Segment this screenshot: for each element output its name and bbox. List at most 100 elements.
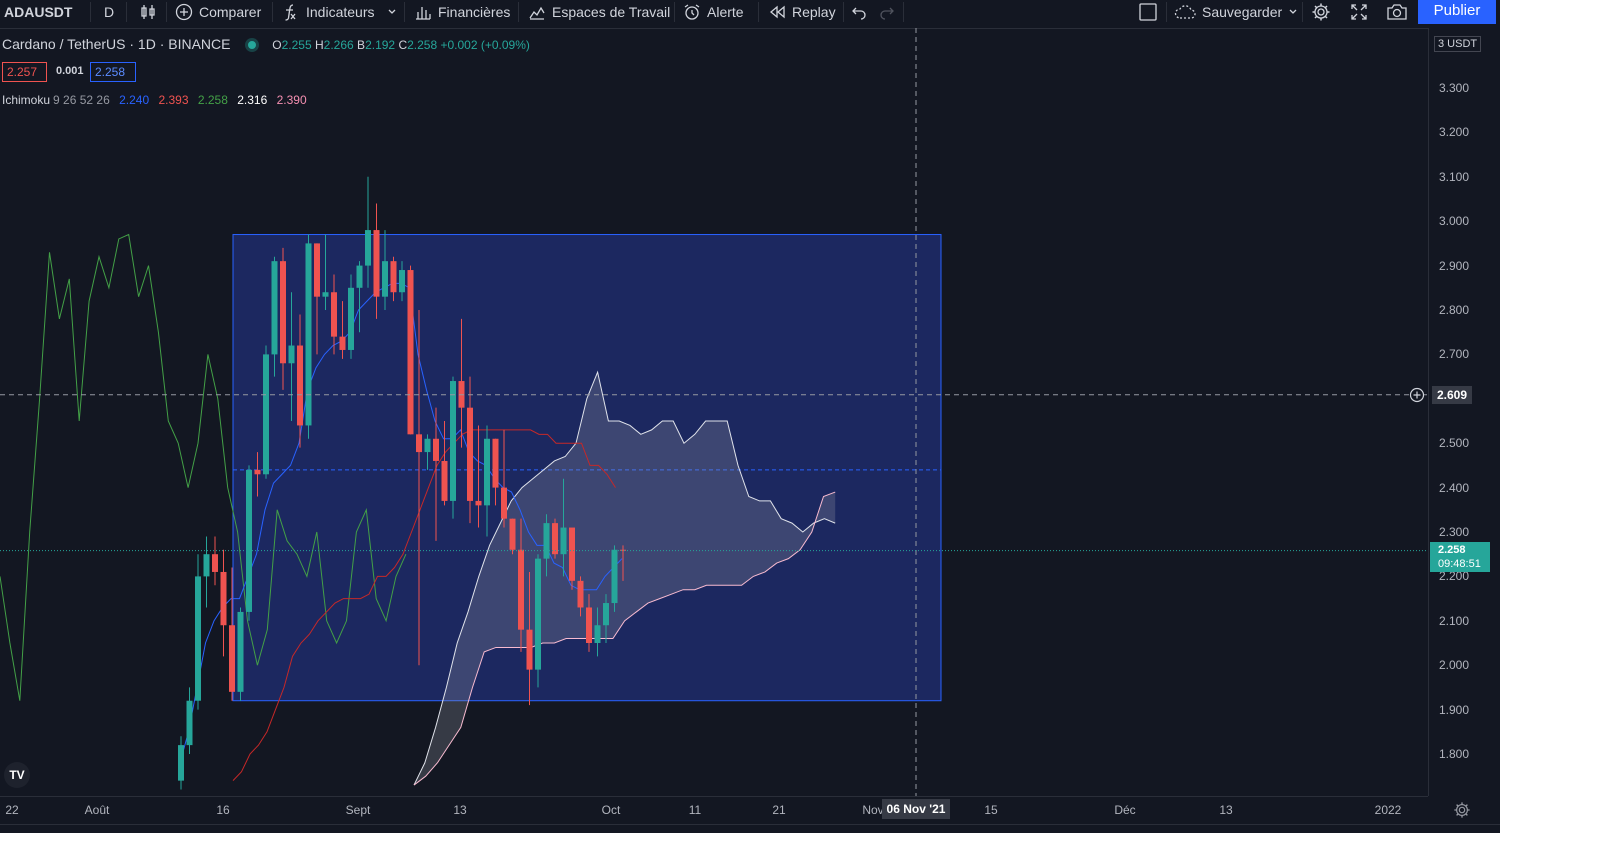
compare-button[interactable]: Comparer [175,0,261,24]
kijun-line [232,429,616,781]
time-tick: 22 [5,803,19,817]
price-tick: 1.900 [1439,702,1470,717]
time-axis[interactable]: 22 Août 16 Sept 13 Oct 11 21 Nov 15 Déc 13 2022 [0,796,1428,825]
indicators-button[interactable]: Indicateurs [282,0,374,24]
chikou-value: 2.258 [197,93,228,107]
candle [220,549,227,657]
fullscreen-button[interactable] [1350,0,1368,24]
plus-circle-icon [175,3,193,21]
candle-body [475,500,482,506]
chart-settings-gear-icon[interactable] [1453,801,1471,824]
candle-body [569,527,575,581]
ichimoku-legend[interactable]: Ichimoku 9 26 52 26 2.240 2.393 2.258 2.3… [2,93,313,107]
layout-button[interactable] [1138,0,1158,24]
buy-price-button[interactable]: 2.258 [90,62,136,82]
add-alert-icon[interactable] [1409,387,1425,408]
square-icon [1139,3,1157,21]
candle [390,256,397,302]
price-tick: 3.200 [1439,125,1470,140]
save-label: Sauvegarder [1202,4,1283,20]
current-price-value: 2.258 [1438,544,1466,556]
financials-label: Financières [438,4,511,20]
redo-button[interactable] [878,0,896,24]
toolbar-divider [166,2,167,22]
rewind-icon [769,5,785,19]
workspaces-button[interactable]: Espaces de Travail [528,0,670,24]
candle-body [263,354,269,475]
publish-button[interactable]: Publier [1418,0,1496,24]
alert-button[interactable]: Alerte [683,0,744,24]
candle-body [586,607,592,643]
candle-body [501,487,507,519]
candle [594,607,601,657]
time-tick: 13 [453,803,467,817]
candle [263,345,269,479]
candle [450,376,456,519]
candle [501,429,507,528]
price-tick: 3.000 [1439,214,1470,229]
price-tick: 2.100 [1439,613,1470,628]
undo-button[interactable] [850,0,868,24]
save-button[interactable]: Sauvegarder [1174,0,1298,24]
price-tick: 2.300 [1439,525,1470,539]
candle [484,425,490,537]
ichimoku-cloud [414,372,836,786]
toolbar-divider [1302,2,1303,22]
price-chart[interactable] [0,28,1428,796]
currency-unit-button[interactable]: 3 USDT [1434,36,1482,52]
candle [509,518,516,555]
price-tick: 2.200 [1439,569,1470,584]
candle-body [620,549,626,551]
settings-button[interactable] [1311,0,1331,24]
candle-body [603,603,609,626]
open-label: O [272,38,282,52]
time-tick: 11 [688,803,702,817]
symbol-title[interactable]: Cardano / TetherUS · 1D · BINANCE [2,36,231,52]
price-tick: 2.400 [1439,480,1470,495]
candle-body [416,434,422,453]
high-value: 2.266 [323,38,354,52]
time-tick: Sept [345,803,371,817]
financials-button[interactable]: Financières [414,0,510,24]
candle-body [254,469,261,475]
current-price-label: 2.258 09:48:51 [1430,542,1490,572]
tradingview-logo[interactable]: TV [4,762,30,788]
toolbar-divider [518,2,519,22]
span-a-line [413,370,836,786]
sell-price-button[interactable]: 2.257 [2,62,47,82]
chart-type-button[interactable] [139,0,157,24]
time-tick: Déc [1114,803,1136,817]
price-axis[interactable]: 3.300 3.200 3.100 3.000 2.900 2.800 2.700 2.500… [1428,28,1500,796]
redo-icon [880,7,894,20]
candle-body [305,243,312,426]
candle-body [467,407,473,501]
candle-body [373,230,380,297]
candle [246,465,252,621]
interval-label: D [104,4,115,20]
candle-body [407,270,414,435]
undo-icon [852,7,866,20]
candle [229,567,235,701]
candle-body [195,576,201,701]
replay-button[interactable]: Replay [768,0,836,24]
candle-body [535,558,541,670]
candle-body [560,527,567,555]
candle [475,425,482,528]
candle-body [611,549,618,604]
top-toolbar: ADAUSDT D Comparer Indicateurs Financièr… [0,0,1500,29]
candle [416,310,422,666]
symbol-search-button[interactable]: ADAUSDT [4,0,72,24]
candle-body [382,261,388,297]
interval-button[interactable]: D [104,0,114,24]
candle-body [390,261,397,293]
candle-body [518,549,524,630]
candle [441,421,448,506]
screenshot-button[interactable] [1386,0,1408,24]
candle [526,571,533,706]
candle-body [526,629,533,670]
indicator-name: Ichimoku [2,93,51,107]
candle-body [288,345,295,364]
fullscreen-icon [1351,4,1367,20]
templates-dropdown-button[interactable] [387,0,397,24]
candle-body [441,460,448,501]
